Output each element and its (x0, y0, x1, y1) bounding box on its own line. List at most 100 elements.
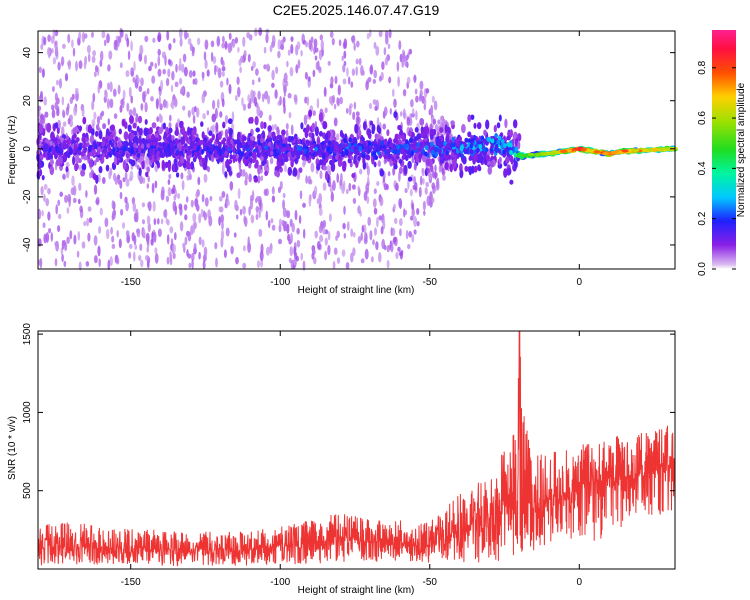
spectrogram-cell (105, 154, 109, 160)
spectrogram-cell (431, 95, 435, 103)
spectrogram-cell (192, 145, 197, 151)
spectrogram-cell (265, 138, 270, 144)
spectrogram-cell (430, 134, 434, 140)
spectrogram-cell (261, 142, 265, 148)
spectrogram-cell (333, 117, 338, 127)
spectrogram-cell (442, 147, 447, 153)
spectrogram-cell (378, 144, 383, 150)
spectrogram-cell (396, 144, 400, 150)
spectrogram-cell (124, 171, 128, 180)
spectrogram-cell (373, 41, 377, 49)
spectrogram-cell (212, 99, 216, 110)
spectrogram-cell (49, 165, 55, 176)
spectrogram-cell (261, 93, 265, 103)
spectrogram-cell (67, 33, 71, 44)
spectrogram-cell (221, 190, 226, 198)
spectrogram-cell (372, 151, 377, 157)
spectrogram-cell (187, 168, 191, 176)
spectrogram-cell (246, 31, 251, 39)
spectrogram-cell (470, 114, 475, 120)
spectrogram-cell (274, 89, 278, 99)
y-tick-label: 0 (22, 146, 33, 152)
spectrogram-cell (250, 214, 255, 224)
spectrogram-cell (252, 158, 256, 164)
spectrogram-cell (345, 149, 349, 154)
spectrogram-cell (188, 262, 192, 269)
spectrogram-cell (389, 142, 394, 148)
spectrogram-cell (449, 163, 454, 173)
spectrogram-cell (164, 208, 168, 219)
spectrogram-cell (247, 236, 250, 248)
spectrogram-cell (512, 119, 518, 129)
spectrogram-cell (329, 142, 334, 148)
spectrogram-cell (298, 215, 302, 224)
spectrogram-cell (476, 122, 482, 130)
spectrogram-cell (277, 186, 282, 194)
spectrogram-cell (507, 142, 511, 148)
spectrogram-cell (141, 202, 146, 208)
spectrogram-cell (217, 67, 222, 79)
colorbar-tick-label: 0.4 (697, 161, 708, 175)
spectrogram-cell (175, 63, 178, 73)
spectrogram-cell (453, 148, 457, 154)
spectrogram-cell (342, 222, 346, 230)
spectrogram-cell (82, 132, 86, 139)
spectrogram-cell (151, 75, 156, 84)
spectrogram-cell (397, 76, 400, 87)
spectrogram-cell (287, 166, 293, 176)
spectrogram-cell (632, 149, 640, 152)
spectrogram-cell (282, 147, 286, 152)
spectrogram-cell (78, 164, 82, 171)
spectrogram-cell (383, 140, 388, 146)
spectrogram-cell (283, 86, 287, 98)
spectrogram-cell (89, 171, 92, 179)
spectrogram-cell (225, 227, 230, 237)
spectrogram-cell (151, 231, 154, 243)
spectrogram-cell (59, 191, 63, 197)
spectrogram-cell (517, 141, 521, 150)
spectrogram-cell (253, 96, 258, 107)
spectrogram-cell (372, 198, 377, 208)
spectrogram-cell (267, 141, 272, 147)
spectrogram-cell (228, 32, 232, 40)
spectrogram-cell (167, 187, 172, 197)
spectrogram-cell (357, 185, 360, 192)
spectrogram-cell (419, 141, 424, 147)
spectrogram-cell (278, 238, 282, 245)
spectrogram-cell (51, 109, 56, 119)
spectrogram-cell (43, 193, 46, 202)
spectrogram-cell (298, 167, 303, 173)
spectrogram-cell (362, 121, 367, 131)
spectrogram-cell (62, 43, 66, 49)
spectrogram-cell (146, 246, 149, 253)
spectrogram-cell (354, 123, 359, 134)
spectrogram-cell (297, 59, 301, 69)
spectrogram-cell (243, 215, 247, 224)
spectrogram-cell (98, 225, 102, 234)
spectrogram-cell (228, 158, 233, 165)
spectrogram-cell (316, 163, 321, 171)
spectrogram-cell (314, 47, 319, 53)
spectrogram-cell (167, 147, 171, 153)
spectrogram-cell (117, 36, 120, 48)
spectrogram-cell (151, 122, 157, 129)
spectrogram-cell (156, 217, 160, 225)
spectrogram-cell (247, 94, 251, 103)
spectrogram-cell (162, 122, 167, 130)
spectrogram-cell (305, 139, 310, 145)
y-tick-label: 1000 (22, 401, 33, 424)
spectrogram-cell (172, 244, 177, 253)
spectrogram-cell (342, 180, 346, 191)
spectrogram-cell (263, 64, 267, 70)
spectrogram-cell (105, 228, 110, 240)
spectrogram-cell (104, 138, 109, 144)
spectrogram-cell (351, 184, 356, 190)
spectrogram-cell (236, 144, 240, 149)
spectrogram-cell (75, 60, 78, 72)
spectrogram-cell (78, 60, 83, 70)
spectrogram-cell (173, 232, 177, 241)
spectrogram-cell (133, 60, 136, 72)
spectrogram-cell (202, 262, 206, 269)
spectrogram-cell (375, 241, 379, 251)
spectrogram-cell (509, 129, 513, 138)
